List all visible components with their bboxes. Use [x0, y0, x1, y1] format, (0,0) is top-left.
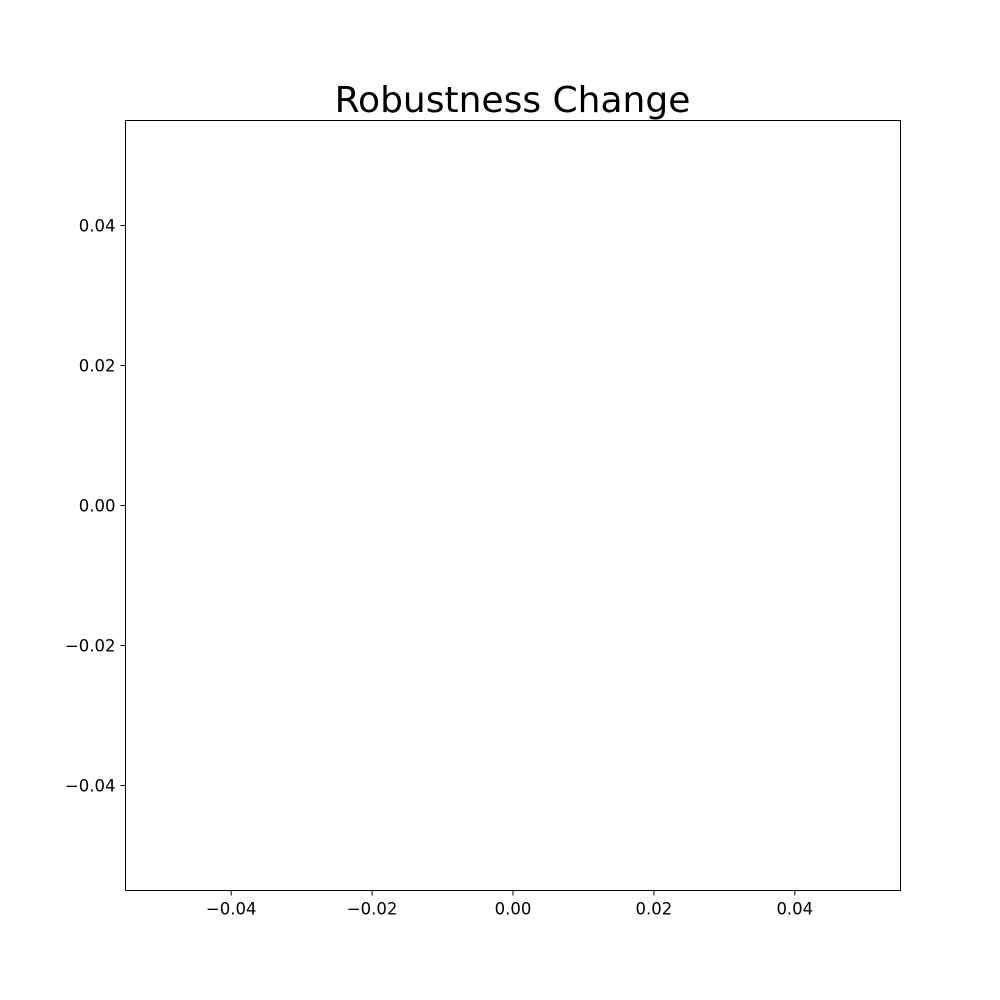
chart-title: Robustness Change	[335, 80, 691, 121]
y-axis: −0.04 −0.02 0.00 0.02 0.04	[65, 217, 126, 796]
y-tick-label: 0.02	[79, 357, 116, 376]
x-tick-label: 0.02	[636, 900, 673, 919]
x-tick-label: 0.00	[495, 900, 532, 919]
x-tick-label: −0.04	[206, 900, 257, 919]
y-tick-label: −0.02	[65, 637, 116, 656]
x-tick-label: 0.04	[776, 900, 813, 919]
y-tick-label: 0.04	[79, 217, 116, 236]
y-tick-label: 0.00	[79, 497, 116, 516]
plot-area	[125, 120, 901, 891]
x-axis: −0.04 −0.02 0.00 0.02 0.04	[206, 890, 813, 919]
y-tick-label: −0.04	[65, 777, 116, 796]
x-tick-label: −0.02	[347, 900, 398, 919]
